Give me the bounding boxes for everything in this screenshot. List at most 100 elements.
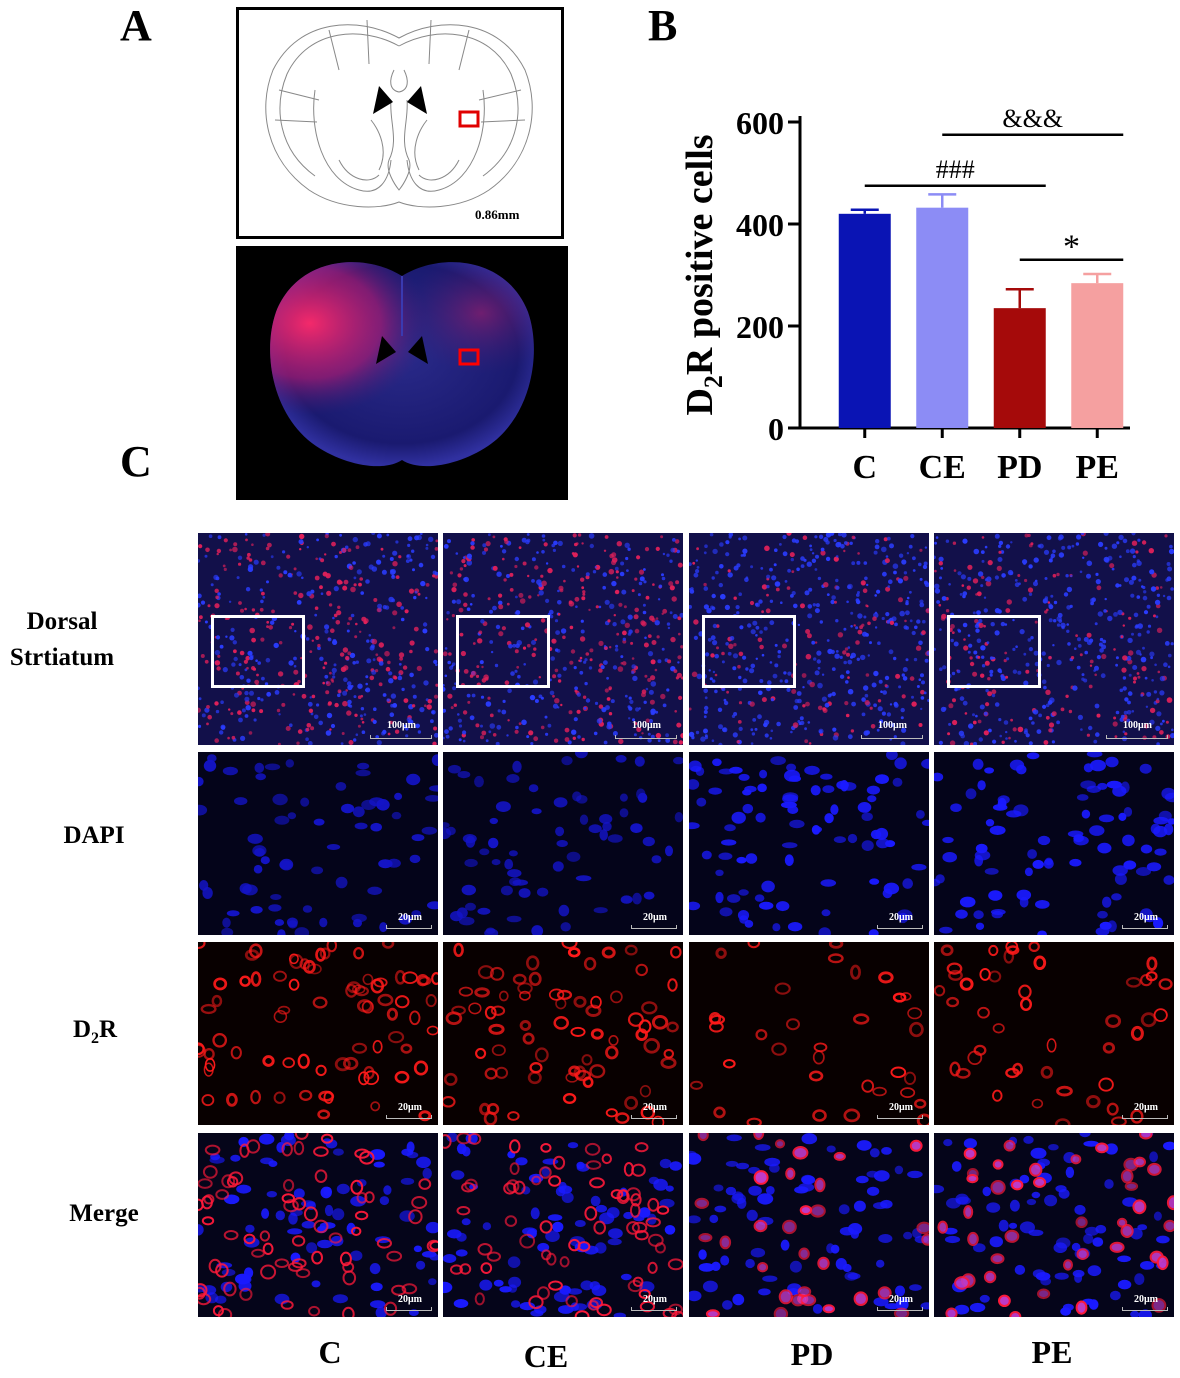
panel-letter-c: C — [120, 437, 152, 486]
bar-ce — [916, 207, 969, 428]
y-axis-label: D2R positive cells — [679, 134, 728, 415]
scale-bar-line — [1122, 925, 1168, 929]
inset-region-box — [456, 615, 550, 688]
scale-bar-line — [631, 1115, 677, 1119]
x-tick-label-pe: PE — [1076, 449, 1119, 486]
scale-bar-label: 20μm — [1134, 912, 1158, 923]
bar-chart: 0 200 400 600 C CE PD PE ### &&& * D2R positive cel… — [660, 80, 1140, 500]
scale-bar-line — [877, 1115, 923, 1119]
d2r-label-main: D — [72, 1016, 91, 1043]
col-label-c: C — [318, 1334, 342, 1370]
scale-bar-line — [386, 925, 432, 929]
brain-section-image — [236, 246, 568, 500]
micrograph-tile: 20μm — [443, 942, 683, 1125]
micrograph-tile: 20μm — [443, 1133, 683, 1317]
micrograph-tile: 100μm — [689, 533, 929, 745]
micrograph-tile: 20μm — [689, 942, 929, 1125]
micrograph-image — [443, 1133, 683, 1317]
scale-bar-line — [386, 1307, 432, 1311]
scale-bar-line — [861, 735, 923, 739]
scale-bar-label: 20μm — [1134, 1102, 1158, 1113]
row-label-line2: Strtiatum — [9, 644, 115, 671]
row-label-d2r: D2R — [60, 1012, 130, 1057]
scale-bar-line — [631, 1307, 677, 1311]
micrograph-tile: 20μm — [934, 752, 1174, 935]
row-label-dorsal-striatum: Dorsal Strtiatum — [0, 604, 124, 676]
scale-bar-label: 20μm — [643, 1102, 667, 1113]
micrograph-image — [689, 752, 929, 935]
bar-pe — [1071, 283, 1124, 428]
micrograph-tile: 20μm — [934, 942, 1174, 1125]
micrograph-image — [689, 533, 929, 745]
scale-bar-line — [615, 735, 677, 739]
row-label-line1: Dorsal — [26, 608, 98, 635]
micrograph-image — [934, 1133, 1174, 1317]
significance-label-0: ### — [936, 155, 975, 184]
micrograph-tile: 100μm — [198, 533, 438, 745]
significance-label-2: * — [1063, 229, 1080, 266]
micrograph-image — [198, 1133, 438, 1317]
micrograph-tile: 20μm — [689, 1133, 929, 1317]
panel-letter-a: A — [120, 1, 152, 50]
x-tick-label-pd: PD — [997, 449, 1042, 486]
micrograph-tile: 20μm — [198, 1133, 438, 1317]
micrograph-image — [443, 752, 683, 935]
micrograph-image — [443, 942, 683, 1125]
scale-bar-label: 20μm — [398, 1102, 422, 1113]
bar-c — [838, 213, 891, 428]
micrograph-image — [198, 942, 438, 1125]
scale-bar-label: 20μm — [1134, 1294, 1158, 1305]
scale-bar-line — [1106, 735, 1168, 739]
scale-bar-label: 20μm — [889, 912, 913, 923]
col-label-ce: CE — [523, 1338, 569, 1374]
y-tick-label-600: 600 — [736, 105, 784, 141]
scale-bar-label: 20μm — [889, 1102, 913, 1113]
micrograph-tile: 20μm — [198, 752, 438, 935]
micrograph-image — [934, 752, 1174, 935]
scale-bar-line — [1122, 1307, 1168, 1311]
micrograph-image — [198, 752, 438, 935]
scale-bar-line — [386, 1115, 432, 1119]
d2r-label-rest: R — [99, 1016, 118, 1043]
col-label-pd: PD — [790, 1336, 834, 1372]
micrograph-image — [934, 942, 1174, 1125]
scale-bar-line — [631, 925, 677, 929]
y-tick-label-0: 0 — [768, 411, 784, 447]
scale-bar-label: 100μm — [878, 720, 907, 731]
y-tick-label-200: 200 — [736, 309, 784, 345]
scale-bar-label: 20μm — [398, 1294, 422, 1305]
atlas-diagram: 0.86mm — [236, 7, 564, 239]
inset-region-box — [947, 615, 1041, 688]
scale-bar-line — [877, 925, 923, 929]
panel-letter-b: B — [648, 1, 678, 50]
micrograph-tile: 20μm — [198, 942, 438, 1125]
scale-bar-label: 20μm — [398, 912, 422, 923]
scale-bar-label: 100μm — [1123, 720, 1152, 731]
micrograph-tile: 20μm — [443, 752, 683, 935]
inset-region-box — [211, 615, 305, 688]
scale-bar-line — [877, 1307, 923, 1311]
micrograph-image — [934, 533, 1174, 745]
scale-bar-line — [1122, 1115, 1168, 1119]
row-label-merge: Merge — [69, 1200, 139, 1227]
micrograph-tile: 100μm — [443, 533, 683, 745]
scale-bar-label: 20μm — [643, 1294, 667, 1305]
micrograph-image — [443, 533, 683, 745]
scale-bar-label: 20μm — [643, 912, 667, 923]
micrograph-image — [689, 942, 929, 1125]
micrograph-image — [198, 533, 438, 745]
scale-bar-label: 100μm — [632, 720, 661, 731]
col-label-pe: PE — [1031, 1334, 1073, 1370]
d2r-label-sub: 2 — [91, 1030, 99, 1047]
x-tick-label-c: C — [852, 449, 877, 486]
bar-pd — [993, 308, 1046, 428]
micrograph-tile: 100μm — [934, 533, 1174, 745]
scale-bar-label: 100μm — [387, 720, 416, 731]
scale-bar-line — [370, 735, 432, 739]
micrograph-tile: 20μm — [934, 1133, 1174, 1317]
micrograph-image — [689, 1133, 929, 1317]
inset-region-box — [702, 615, 796, 688]
x-tick-label-ce: CE — [919, 449, 966, 486]
micrograph-tile: 20μm — [689, 752, 929, 935]
bar-chart-svg: 0 200 400 600 C CE PD PE ### &&& * D2R positive cel… — [679, 104, 1130, 486]
